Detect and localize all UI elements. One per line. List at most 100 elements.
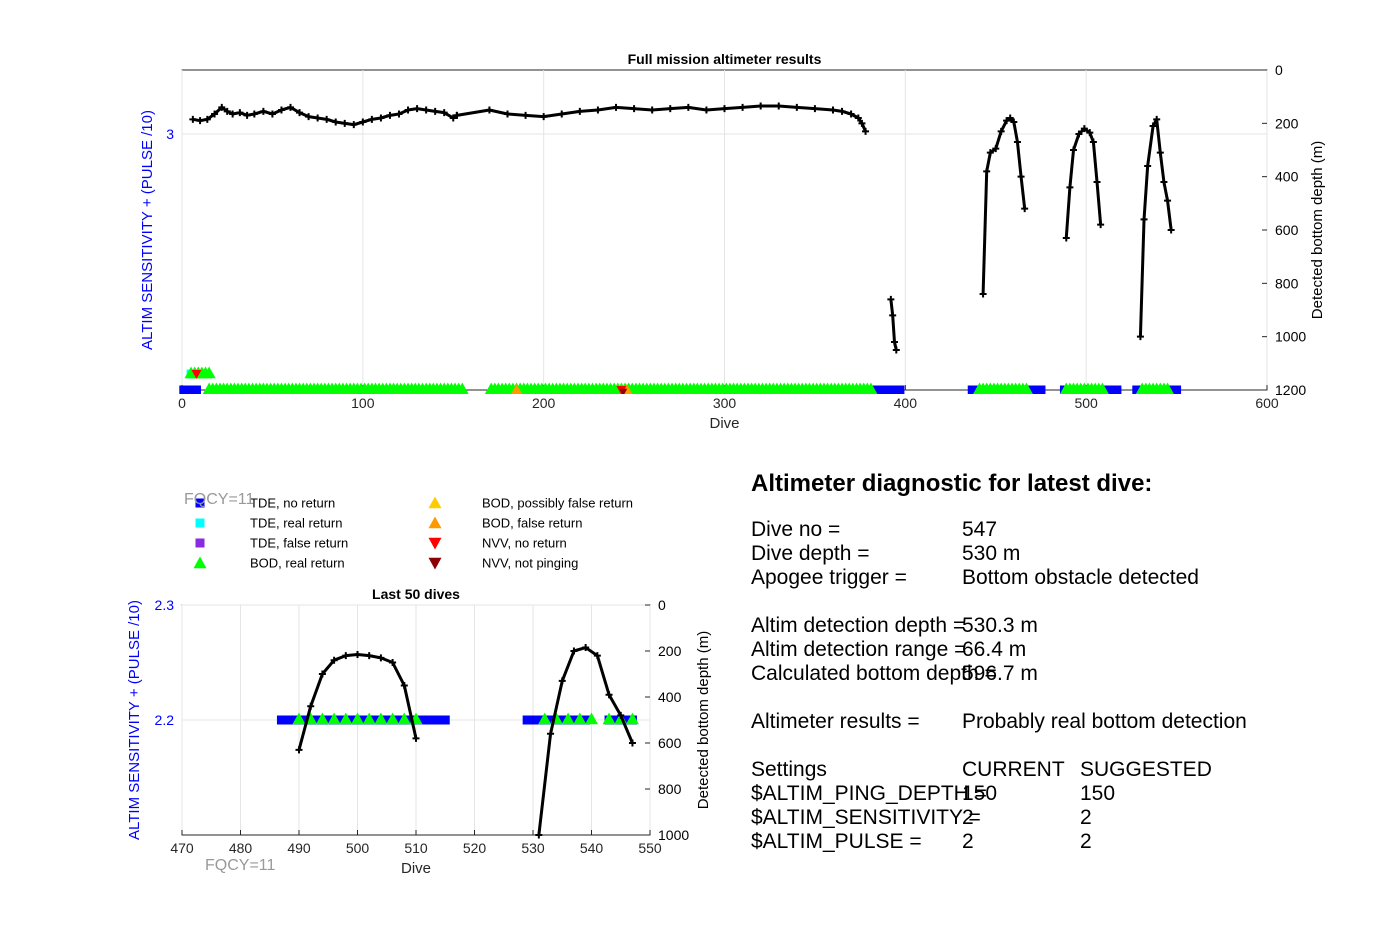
depth-point xyxy=(1160,178,1168,186)
depth-point xyxy=(1164,197,1172,205)
legend-label: TDE, false return xyxy=(250,536,348,551)
y-right-tick-label: 800 xyxy=(658,781,682,797)
ping-depth-suggested: 150 xyxy=(1080,782,1116,805)
depth-point xyxy=(593,652,601,660)
depth-point xyxy=(1136,333,1144,341)
bod-real-return-marker xyxy=(625,712,639,725)
bod-real-return-marker xyxy=(864,382,878,394)
depth-point xyxy=(277,106,285,114)
depth-point xyxy=(1080,125,1088,133)
depth-point xyxy=(386,111,394,119)
y-left-axis-label: ALTIM SENSITIVITY + (PULSE /10) xyxy=(139,110,156,350)
legend-marker xyxy=(195,518,205,528)
y-right-tick-label: 200 xyxy=(658,643,682,659)
bod-real-return-marker xyxy=(1096,382,1109,394)
depth-point xyxy=(196,117,204,125)
tde-no-return-marker xyxy=(300,715,310,725)
tde-no-return-marker xyxy=(440,715,450,725)
bod-real-return-marker xyxy=(351,712,364,725)
depth-point xyxy=(307,702,315,710)
depth-point xyxy=(775,102,783,110)
depth-point xyxy=(404,106,412,114)
depth-point xyxy=(1149,122,1157,130)
x-tick-label: 100 xyxy=(351,395,375,411)
tde-no-return-marker xyxy=(191,385,201,394)
x-tick-label: 400 xyxy=(894,395,918,411)
y-right-tick-label: 1000 xyxy=(1275,329,1306,345)
legend-marker xyxy=(193,556,207,569)
depth-point xyxy=(1013,138,1021,146)
fqcy-label: FQCY=11 xyxy=(184,491,255,508)
x-tick-label: 510 xyxy=(404,840,428,856)
tde-no-return-marker xyxy=(370,715,380,725)
depth-point xyxy=(1017,173,1025,181)
tde-no-return-marker xyxy=(429,715,439,725)
diagnostic-panel: Altimeter diagnostic for latest dive: Di… xyxy=(751,470,1391,890)
tde-no-return-marker xyxy=(622,715,632,725)
sensitivity-suggested: 2 xyxy=(1080,806,1092,829)
bod-real-return-marker xyxy=(374,712,388,725)
depth-point xyxy=(986,149,994,157)
tde-no-return-marker xyxy=(546,715,556,725)
legend-label: NVV, no return xyxy=(482,536,567,551)
depth-point xyxy=(582,644,590,652)
fqcy-label: FQCY=11 xyxy=(205,857,276,874)
depth-point xyxy=(1140,215,1148,223)
tde-no-return-marker xyxy=(187,50,196,59)
depth-point xyxy=(1010,118,1018,126)
depth-point xyxy=(1097,221,1105,229)
depth-point xyxy=(243,111,251,119)
y-right-axis-label: Detected bottom depth (m) xyxy=(695,631,712,809)
legend-marker xyxy=(195,498,205,508)
marks xyxy=(179,50,1182,394)
depth-point xyxy=(739,103,747,111)
depth-point xyxy=(889,311,897,319)
depth-point xyxy=(612,103,620,111)
depth-point xyxy=(992,145,1000,153)
dive-depth-value: 530 m xyxy=(962,542,1021,565)
depth-point xyxy=(793,103,801,111)
pulse-suggested: 2 xyxy=(1080,830,1092,853)
x-tick-label: 600 xyxy=(1255,395,1279,411)
tde-no-return-marker xyxy=(393,715,403,725)
tde-no-return-marker xyxy=(434,715,444,725)
depth-point xyxy=(295,746,303,754)
tde-no-return-marker xyxy=(569,715,579,725)
depth-point xyxy=(594,106,602,114)
depth-point xyxy=(342,652,350,660)
depth-point xyxy=(318,670,326,678)
depth-point xyxy=(350,121,358,129)
depth-point xyxy=(892,346,900,354)
tde-no-return-marker xyxy=(282,715,292,725)
tde-no-return-marker xyxy=(581,715,591,725)
tde-no-return-marker xyxy=(557,715,567,725)
bod-real-return-marker xyxy=(362,712,376,725)
x-tick-label: 550 xyxy=(638,840,662,856)
depth-point xyxy=(858,119,866,127)
tde-no-return-marker xyxy=(335,715,345,725)
depth-point xyxy=(400,682,408,689)
bod-real-return-marker xyxy=(538,712,552,725)
depth-point xyxy=(1167,226,1175,234)
depth-point xyxy=(1089,138,1097,146)
settings-header: Settings xyxy=(751,758,827,781)
tde-no-return-marker xyxy=(179,50,188,59)
depth-point xyxy=(440,109,448,117)
depth-point xyxy=(702,106,710,114)
tde-no-return-marker xyxy=(181,50,190,59)
depth-point xyxy=(979,290,987,298)
depth-point xyxy=(522,111,530,119)
tde-no-return-marker xyxy=(192,50,201,59)
tde-no-return-marker xyxy=(188,50,197,59)
calculated-bottom-depth-value: 596.7 m xyxy=(962,662,1038,685)
y-left-tick-label: 2.3 xyxy=(155,597,175,613)
x-axis-label: Dive xyxy=(709,415,739,432)
depth-point xyxy=(189,115,197,123)
dive-depth-label: Dive depth = xyxy=(751,542,870,565)
pulse-name: $ALTIM_PULSE = xyxy=(751,830,922,853)
tde-no-return-marker xyxy=(522,715,532,725)
depth-point xyxy=(1156,149,1164,157)
depth-point xyxy=(377,654,385,662)
depth-point xyxy=(558,677,566,685)
depth-point xyxy=(413,105,421,113)
